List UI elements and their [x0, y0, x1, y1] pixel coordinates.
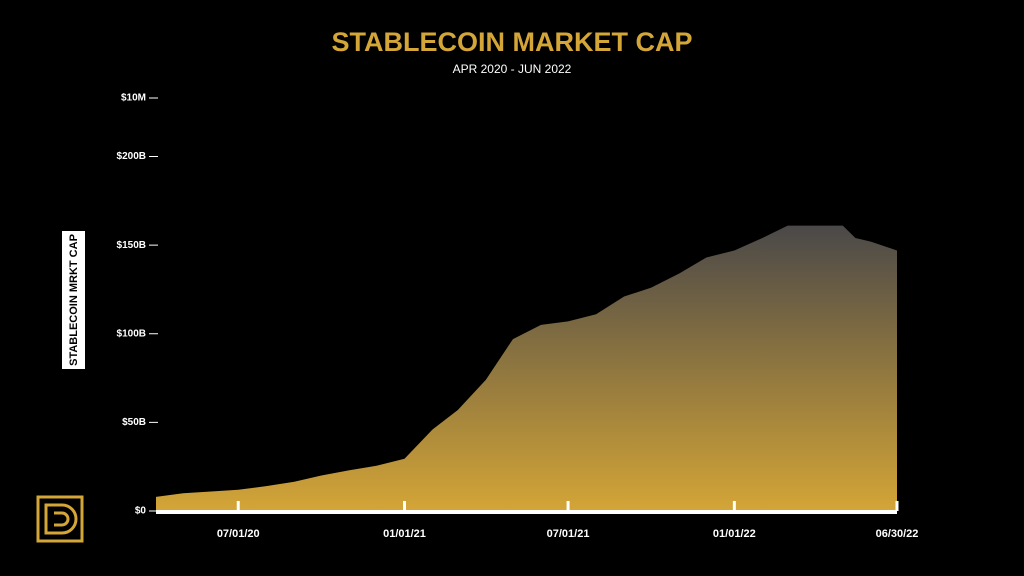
y-tick-label: $10M — [121, 93, 146, 104]
y-tick-label: $100B — [117, 328, 146, 339]
y-tick-label: $200B — [117, 151, 146, 162]
chart-title: STABLECOIN MARKET CAP — [332, 27, 693, 57]
x-tick-label: 06/30/22 — [876, 528, 919, 540]
y-tick-label: $0 — [135, 506, 147, 517]
x-tick-label: 07/01/20 — [217, 528, 260, 540]
x-tick-label: 07/01/21 — [547, 528, 590, 540]
y-tick-label: $150B — [117, 240, 146, 251]
y-label-box — [62, 231, 85, 369]
y-tick-label: $50B — [122, 417, 146, 428]
logo — [36, 495, 84, 543]
x-tick-label: 01/01/21 — [383, 528, 426, 540]
y-axis-label: STABLECOIN MRKT CAP — [68, 234, 80, 366]
x-tick-label: 01/01/22 — [713, 528, 756, 540]
area — [156, 225, 897, 511]
chart-subtitle: APR 2020 - JUN 2022 — [453, 62, 572, 76]
